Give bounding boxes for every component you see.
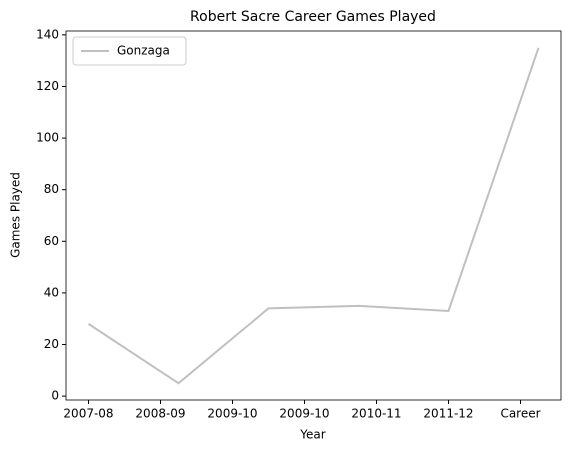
y-tick-label: 100	[36, 131, 59, 145]
y-tick-label: 40	[44, 285, 59, 299]
legend-box	[72, 36, 187, 66]
y-tick-label: 20	[44, 337, 59, 351]
x-axis-label: Year	[299, 428, 325, 442]
plot-frame	[65, 30, 562, 401]
y-tick-label: 60	[44, 234, 59, 248]
x-tick-label: 2010-11	[351, 407, 401, 421]
chart-title: Robert Sacre Career Games Played	[190, 9, 436, 25]
x-tick-label: 2008-09	[135, 407, 185, 421]
y-tick-label: 0	[51, 389, 59, 403]
x-tick-label: 2011-12	[423, 407, 473, 421]
x-tick-label: 2009-10	[279, 407, 329, 421]
legend-label: Gonzaga	[117, 44, 170, 58]
y-tick-label: 120	[36, 79, 59, 93]
y-tick-label: 80	[44, 182, 59, 196]
line-series	[87, 47, 540, 385]
x-tick-label: Career	[500, 407, 540, 421]
y-axis-label: Games Played	[9, 172, 23, 258]
x-tick-label: 2009-10	[207, 407, 257, 421]
x-tick-label: 2007-08	[63, 407, 113, 421]
y-tick-label: 140	[36, 27, 59, 41]
